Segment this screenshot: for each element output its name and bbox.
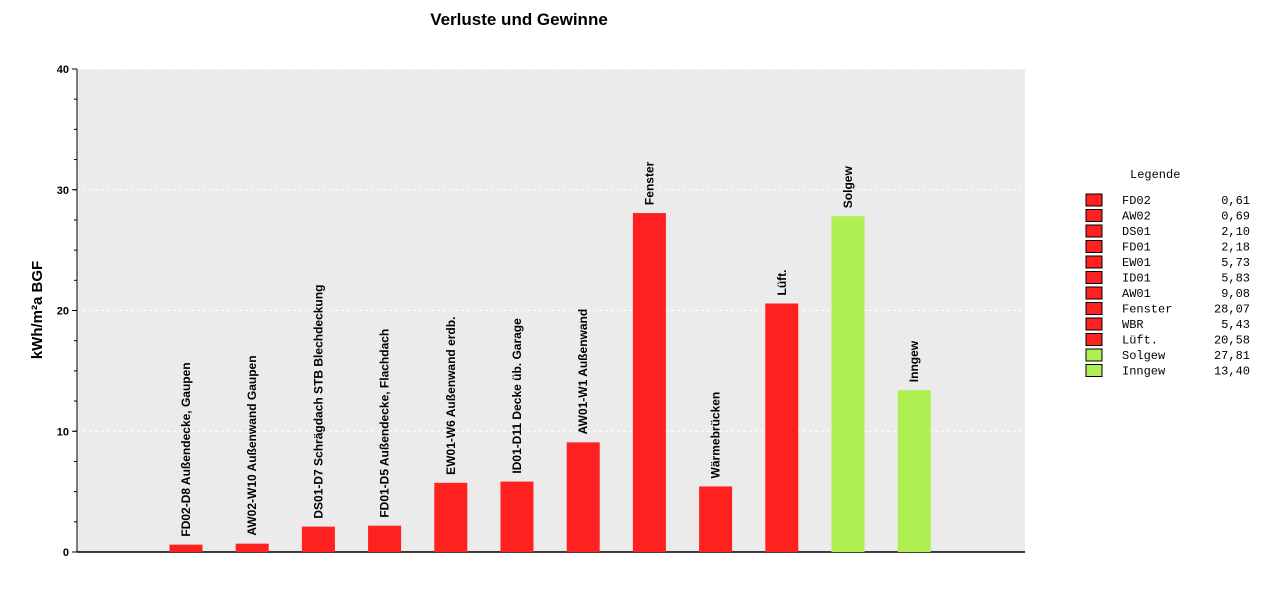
legend-swatch (1085, 333, 1103, 346)
bar-label: AW01-W1 Außenwand (576, 309, 590, 435)
bar (301, 526, 335, 552)
chart-title: Verluste und Gewinne (430, 10, 608, 29)
y-tick-label: 20 (57, 306, 69, 318)
legend-swatch (1085, 271, 1103, 284)
legend-entry-name: AW02 (1122, 210, 1151, 224)
legend-entry-value: 5,73 (1221, 256, 1250, 270)
y-tick-label: 10 (57, 426, 69, 438)
legend-entry-name: Inngew (1122, 365, 1166, 379)
legend-swatch (1085, 255, 1103, 269)
legend-entry-value: 2,10 (1221, 225, 1250, 239)
bar (368, 525, 402, 552)
legend-entry-name: Fenster (1122, 303, 1172, 317)
legend-entry-value: 5,83 (1221, 272, 1250, 286)
legend-entry-name: ID01 (1122, 272, 1151, 286)
legend-entry-value: 9,08 (1221, 287, 1250, 301)
bar-label: FD02-D8 Außendecke, Gaupen (179, 362, 193, 536)
legend-swatch (1085, 302, 1103, 315)
bar-label: FD01-D5 Außendecke, Flachdach (378, 329, 392, 518)
bar (169, 544, 203, 552)
bar-label: Fenster (642, 161, 656, 205)
bar (235, 543, 269, 552)
plot-area: 0 10 20 30 40 FD02-D8 Außendecke, Gaupen AW02-… (57, 64, 1025, 559)
legend-swatch (1085, 193, 1103, 207)
legend-entry-value: 27,81 (1214, 349, 1250, 363)
legend-swatch (1085, 364, 1103, 377)
bar-label: ID01-D11 Decke üb. Garage (510, 318, 524, 474)
bar (434, 482, 468, 552)
bar (831, 216, 865, 552)
bar (699, 486, 733, 552)
bar (765, 303, 799, 552)
y-tick-label: 40 (57, 64, 69, 76)
bar-label: AW02-W10 Außenwand Gaupen (245, 355, 259, 535)
bar-label: Wärmebrücken (709, 392, 723, 479)
legend-entry-name: WBR (1122, 318, 1144, 332)
legend: Legende FD02 0,61 AW02 0,69 DS01 2,10 FD01 2,18… (1085, 168, 1250, 379)
legend-entry-name: AW01 (1122, 287, 1151, 301)
y-tick-label: 0 (63, 547, 69, 559)
legend-entry-name: FD02 (1122, 194, 1151, 208)
bar-label: Solgew (841, 166, 855, 209)
legend-entry-value: 13,40 (1214, 365, 1250, 379)
legend-entry-name: FD01 (1122, 241, 1151, 255)
legend-entry-value: 0,61 (1221, 194, 1250, 208)
legend-entry-value: 28,07 (1214, 303, 1250, 317)
legend-entry-value: 5,43 (1221, 318, 1250, 332)
bar (897, 390, 931, 552)
legend-swatch (1085, 286, 1103, 300)
bar-label: Lüft. (775, 269, 789, 295)
legend-entry-value: 2,18 (1221, 241, 1250, 255)
bar-label: Inngew (907, 340, 921, 382)
legend-entry-value: 20,58 (1214, 334, 1250, 348)
bar (566, 442, 600, 552)
legend-swatch (1085, 224, 1103, 238)
bar-label: DS01-D7 Schrägdach STB Blechdeckung (311, 285, 325, 519)
legend-entry-value: 0,69 (1221, 210, 1250, 224)
legend-swatch (1085, 209, 1103, 222)
bar (500, 481, 534, 552)
legend-entry-name: Solgew (1122, 349, 1166, 363)
legend-swatch (1085, 240, 1103, 253)
y-axis-label: kWh/m²a BGF (29, 261, 46, 359)
legend-swatch (1085, 348, 1103, 362)
legend-title: Legende (1130, 168, 1180, 182)
legend-swatch (1085, 317, 1103, 331)
bar (632, 213, 666, 552)
legend-entry-name: EW01 (1122, 256, 1151, 270)
legend-entry-name: Lüft. (1122, 334, 1158, 348)
bar-label: EW01-W6 Außenwand erdb. (444, 317, 458, 475)
legend-entry-name: DS01 (1122, 225, 1151, 239)
y-tick-label: 30 (57, 185, 69, 197)
